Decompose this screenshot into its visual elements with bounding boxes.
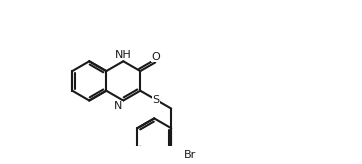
Text: Br: Br bbox=[184, 150, 197, 160]
Text: O: O bbox=[151, 52, 160, 62]
Text: S: S bbox=[152, 95, 160, 105]
Text: N: N bbox=[114, 101, 122, 111]
Text: NH: NH bbox=[115, 50, 132, 60]
